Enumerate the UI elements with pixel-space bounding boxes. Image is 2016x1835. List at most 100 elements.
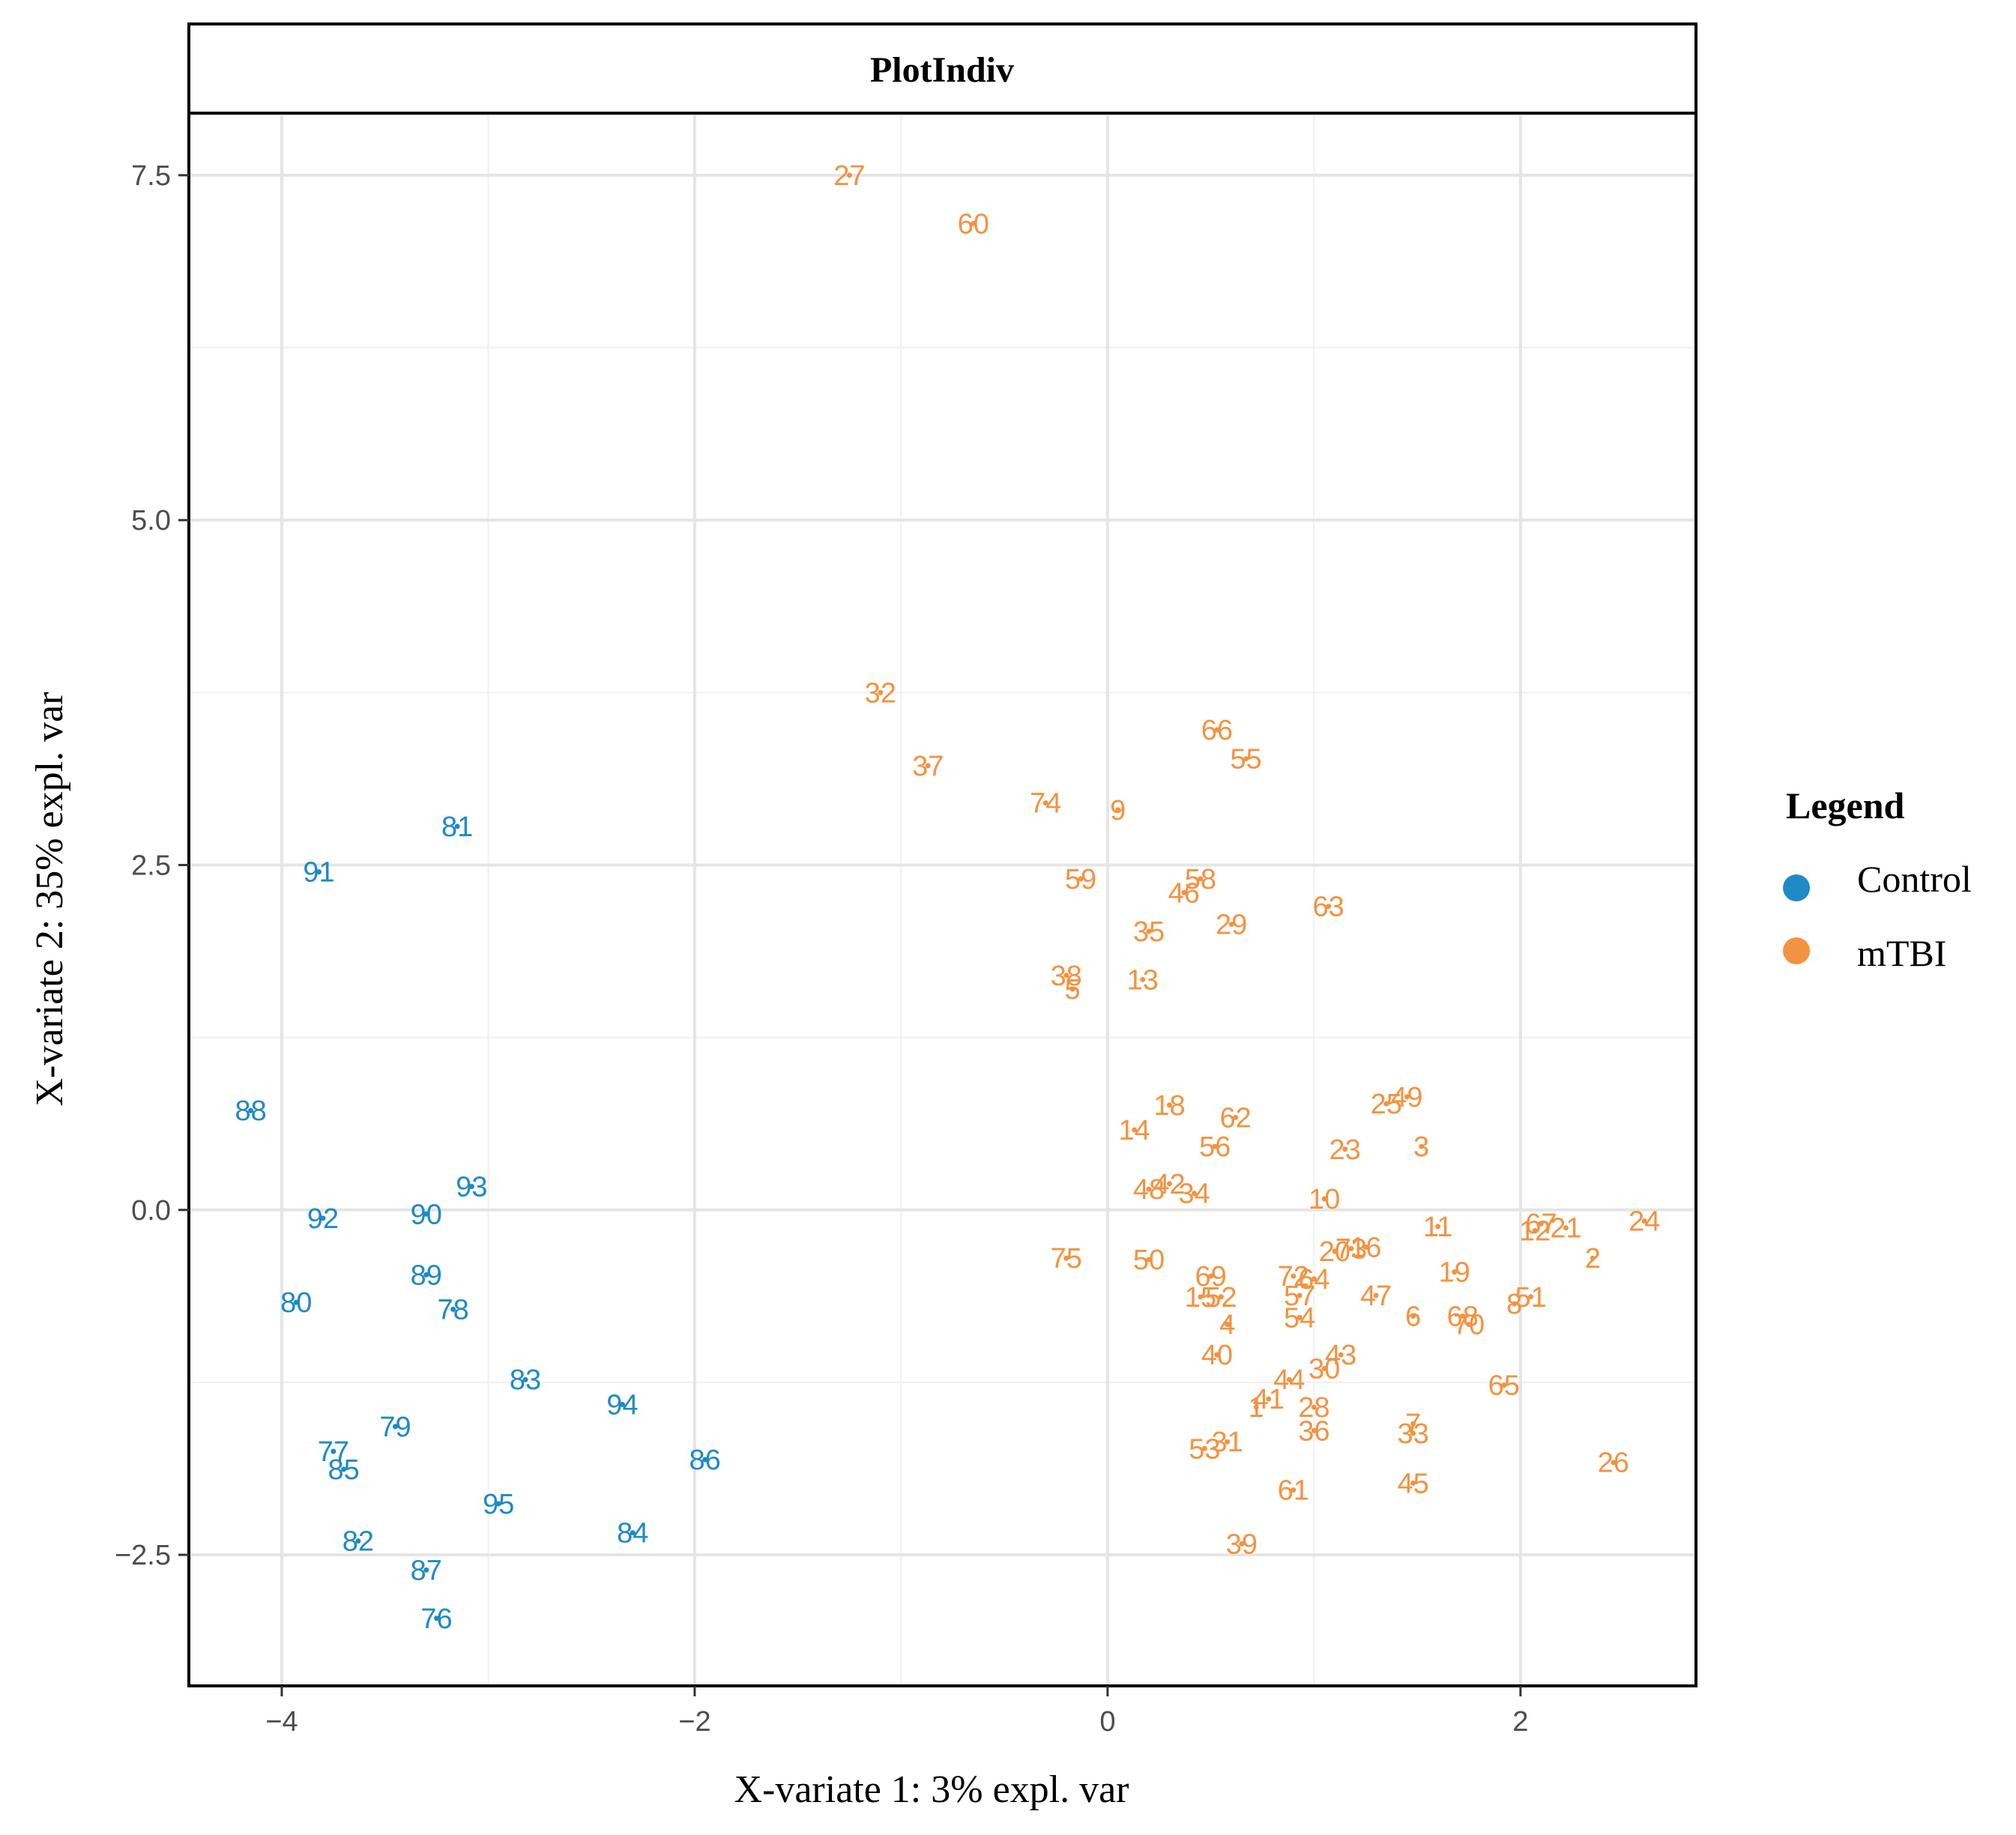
point-marker bbox=[1338, 1352, 1344, 1358]
point-marker bbox=[1342, 1146, 1348, 1152]
y-tick-label: 0.0 bbox=[131, 1195, 171, 1227]
point-marker bbox=[1611, 1460, 1617, 1466]
point-control-88: 88 bbox=[235, 1095, 267, 1127]
point-mtbi-56: 56 bbox=[1199, 1131, 1231, 1163]
point-label: 59 bbox=[1065, 864, 1096, 895]
x-tick-label: 0 bbox=[1099, 1706, 1115, 1738]
point-mtbi-74: 74 bbox=[1030, 788, 1061, 820]
chart-title: PlotIndiv bbox=[870, 50, 1014, 90]
x-tick-label: 2 bbox=[1512, 1706, 1528, 1738]
point-mtbi-19: 19 bbox=[1439, 1257, 1470, 1289]
point-label: 87 bbox=[411, 1555, 442, 1586]
point-marker bbox=[1590, 1255, 1596, 1261]
point-label: 82 bbox=[342, 1526, 374, 1558]
point-mtbi-75: 75 bbox=[1051, 1243, 1082, 1275]
point-control-93: 93 bbox=[456, 1171, 487, 1203]
point-control-80: 80 bbox=[280, 1287, 312, 1319]
point-marker bbox=[392, 1424, 398, 1430]
point-marker bbox=[1228, 922, 1234, 928]
point-marker bbox=[1410, 1421, 1416, 1427]
point-mtbi-53: 53 bbox=[1189, 1433, 1220, 1465]
point-marker bbox=[1146, 928, 1152, 934]
point-label: 73 bbox=[1336, 1233, 1367, 1265]
point-marker bbox=[1373, 1293, 1379, 1299]
point-label: 83 bbox=[510, 1364, 541, 1396]
point-mtbi-57: 57 bbox=[1284, 1281, 1315, 1312]
point-control-82: 82 bbox=[342, 1526, 374, 1558]
panel-border bbox=[187, 112, 1697, 1687]
point-mtbi-12: 12 bbox=[1519, 1215, 1551, 1247]
point-mtbi-52: 52 bbox=[1205, 1282, 1237, 1313]
point-label: 10 bbox=[1309, 1184, 1340, 1215]
point-label: 47 bbox=[1360, 1281, 1392, 1312]
point-marker bbox=[1146, 1257, 1152, 1263]
point-mtbi-66: 66 bbox=[1201, 715, 1233, 746]
point-mtbi-47: 47 bbox=[1360, 1281, 1392, 1312]
point-mtbi-62: 62 bbox=[1220, 1102, 1252, 1134]
point-label: 7 bbox=[1405, 1409, 1421, 1440]
point-label: 64 bbox=[1298, 1264, 1330, 1296]
point-label: 1 bbox=[1249, 1392, 1264, 1424]
point-label: 75 bbox=[1051, 1243, 1082, 1275]
y-axis-title: X-variate 2: 35% expl. var bbox=[28, 692, 71, 1106]
point-control-83: 83 bbox=[510, 1364, 541, 1396]
point-label: 52 bbox=[1205, 1282, 1237, 1313]
point-label: 39 bbox=[1226, 1529, 1258, 1560]
point-label: 60 bbox=[958, 208, 989, 240]
point-marker bbox=[1466, 1322, 1472, 1328]
legend-label-mtbi: mTBI bbox=[1857, 932, 1946, 974]
title-strip bbox=[187, 22, 1697, 115]
point-label: 20 bbox=[1319, 1236, 1350, 1268]
point-label: 66 bbox=[1201, 715, 1233, 746]
point-mtbi-18: 18 bbox=[1153, 1090, 1185, 1122]
point-mtbi-23: 23 bbox=[1330, 1134, 1361, 1166]
point-label: 72 bbox=[1278, 1261, 1309, 1293]
point-label: 91 bbox=[303, 857, 334, 889]
point-label: 26 bbox=[1598, 1448, 1629, 1479]
point-mtbi-58: 58 bbox=[1185, 864, 1216, 895]
point-mtbi-73: 73 bbox=[1336, 1233, 1367, 1265]
point-marker bbox=[1532, 1227, 1538, 1233]
point-label: 27 bbox=[833, 160, 865, 192]
point-marker bbox=[1192, 1191, 1198, 1197]
point-control-78: 78 bbox=[437, 1294, 468, 1325]
point-label: 55 bbox=[1230, 744, 1261, 776]
point-marker bbox=[1321, 1196, 1327, 1202]
point-label: 70 bbox=[1453, 1310, 1485, 1341]
point-control-77: 77 bbox=[318, 1436, 349, 1468]
point-mtbi-8: 8 bbox=[1506, 1289, 1522, 1320]
point-mtbi-7: 7 bbox=[1405, 1409, 1421, 1440]
point-label: 40 bbox=[1201, 1340, 1233, 1371]
point-mtbi-10: 10 bbox=[1309, 1184, 1340, 1215]
point-mtbi-61: 61 bbox=[1278, 1475, 1309, 1507]
point-label: 18 bbox=[1153, 1090, 1185, 1122]
point-label: 49 bbox=[1391, 1082, 1422, 1113]
point-label: 35 bbox=[1133, 916, 1165, 948]
point-marker bbox=[1078, 876, 1084, 882]
point-mtbi-42: 42 bbox=[1153, 1169, 1185, 1200]
point-mtbi-32: 32 bbox=[865, 677, 896, 709]
point-label: 93 bbox=[456, 1171, 487, 1203]
y-tick-label: 5.0 bbox=[131, 505, 171, 536]
point-label: 92 bbox=[307, 1203, 339, 1235]
point-marker bbox=[1452, 1269, 1458, 1275]
point-marker bbox=[1311, 1276, 1317, 1282]
point-label: 36 bbox=[1298, 1415, 1330, 1447]
point-mtbi-48: 48 bbox=[1133, 1174, 1165, 1206]
point-marker bbox=[1332, 1248, 1338, 1254]
point-mtbi-63: 63 bbox=[1313, 892, 1344, 923]
point-label: 57 bbox=[1284, 1281, 1315, 1312]
point-marker bbox=[1512, 1301, 1518, 1307]
point-label: 81 bbox=[441, 811, 473, 843]
point-mtbi-31: 31 bbox=[1212, 1427, 1243, 1458]
point-marker bbox=[1291, 1487, 1297, 1493]
point-marker bbox=[522, 1376, 528, 1382]
y-tick-label: −2.5 bbox=[115, 1540, 171, 1571]
point-marker bbox=[1063, 973, 1069, 979]
point-label: 15 bbox=[1185, 1282, 1216, 1313]
point-mtbi-49: 49 bbox=[1391, 1082, 1422, 1113]
point-label: 85 bbox=[328, 1454, 359, 1486]
point-marker bbox=[316, 869, 322, 875]
point-label: 23 bbox=[1330, 1134, 1361, 1166]
point-control-76: 76 bbox=[420, 1603, 452, 1635]
